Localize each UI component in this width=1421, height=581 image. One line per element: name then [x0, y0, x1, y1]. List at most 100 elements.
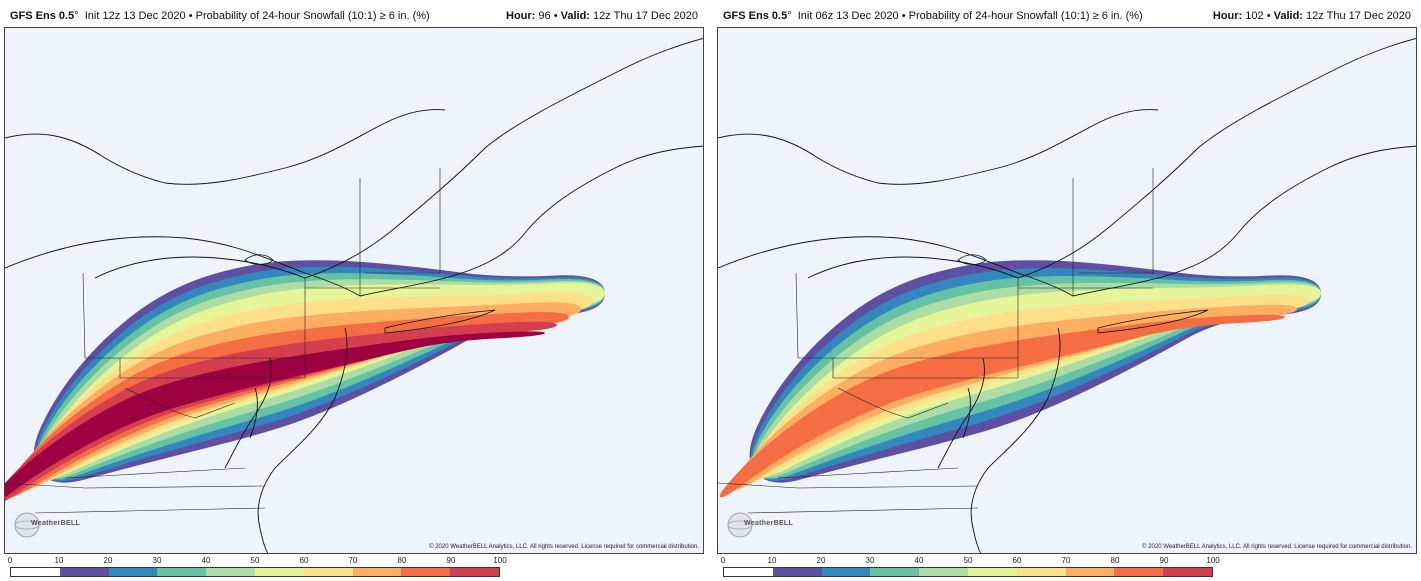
colorbar-tick-label: 70	[348, 556, 358, 565]
state-border	[837, 387, 949, 419]
colorbar-tick-label: 0	[7, 556, 13, 565]
coastline	[807, 256, 1019, 279]
colorbar-tick-label: 40	[201, 556, 211, 565]
product-title: Probability of 24-hour Snowfall (10:1) ≥…	[908, 10, 1143, 22]
colorbar-tick-label: 60	[1012, 556, 1022, 565]
colorbar-ticks: 0 10 20 30 40 50 60 70 80 90 100	[7, 556, 507, 566]
weatherbell-logo: WeatherBELL	[726, 511, 796, 539]
panel-header: GFS Ens 0.5° Init 06z 13 Dec 2020 • Prob…	[723, 10, 1411, 22]
island-outline	[1097, 309, 1209, 334]
state-border	[365, 168, 441, 274]
colorbar-segment	[450, 568, 499, 576]
colorbar-segment	[206, 568, 255, 576]
coastline	[962, 387, 971, 439]
colorbar-tick-label: 20	[103, 556, 113, 565]
coastline	[970, 327, 1061, 553]
snowfall-probability-map: WeatherBELL © 2020 WeatherBELL Analytics…	[717, 27, 1417, 554]
state-border	[64, 467, 246, 479]
colorbar-tick-label: 0	[720, 556, 726, 565]
colorbar-segment	[1163, 568, 1212, 576]
coastline	[249, 387, 258, 439]
colorbar-tick-label: 60	[299, 556, 309, 565]
colorbar-segment	[157, 568, 207, 576]
colorbar-ticks: 0 10 20 30 40 50 60 70 80 90 100	[720, 556, 1220, 566]
colorbar-scale	[10, 567, 500, 577]
coastline	[877, 109, 1159, 185]
state-border	[124, 387, 236, 419]
probability-contour-50	[754, 284, 1322, 476]
product-title: Probability of 24-hour Snowfall (10:1) ≥…	[195, 10, 430, 22]
weatherbell-logo: WeatherBELL	[13, 511, 83, 539]
forecast-hour: 102	[1245, 10, 1264, 22]
island-outline	[244, 254, 274, 265]
colorbar-segment	[11, 568, 60, 576]
coastline	[224, 357, 272, 469]
hour-label: Hour:	[506, 10, 536, 22]
state-border	[795, 272, 1018, 359]
panel-header: GFS Ens 0.5° Init 12z 13 Dec 2020 • Prob…	[10, 10, 698, 22]
coastline	[164, 109, 446, 185]
colorbar-tick-label: 100	[493, 556, 507, 565]
state-border	[82, 272, 305, 359]
valid-time: 12z Thu 17 Dec 2020	[593, 10, 698, 22]
coastline	[718, 133, 879, 184]
colorbar-tick-label: 10	[767, 556, 777, 565]
probability-contour-80	[719, 314, 1286, 498]
colorbar-segment	[1016, 568, 1066, 576]
colorbar-segment	[772, 568, 822, 576]
state-border	[777, 467, 959, 479]
model-name: GFS Ens 0.5	[723, 10, 788, 22]
colorbar-tick-label: 40	[914, 556, 924, 565]
copyright-notice: © 2020 WeatherBELL Analytics, LLC. All r…	[1142, 544, 1412, 550]
colorbar-tick-label: 90	[1159, 556, 1169, 565]
state-border	[34, 507, 266, 514]
hour-label: Hour:	[1212, 10, 1243, 22]
colorbar-segment	[303, 568, 353, 576]
state-border	[747, 507, 979, 514]
probability-contour-100	[5, 331, 546, 498]
state-border	[832, 358, 1018, 379]
colorbar-tick-label: 90	[446, 556, 456, 565]
colorbar-scale	[723, 567, 1213, 577]
valid-label: Valid:	[1273, 10, 1303, 22]
valid-label: Valid:	[560, 10, 590, 22]
forecast-hour: 96	[538, 10, 551, 22]
map-panel-right: GFS Ens 0.5° Init 06z 13 Dec 2020 • Prob…	[717, 0, 1417, 581]
map-graphic	[5, 28, 703, 553]
valid-time: 12z Thu 17 Dec 2020	[1306, 10, 1411, 22]
state-border	[718, 482, 979, 489]
colorbar-segment	[919, 568, 968, 576]
coastline	[94, 256, 306, 279]
init-time: Init 12z 13 Dec 2020	[84, 10, 186, 22]
probability-contour-60	[26, 292, 594, 484]
colorbar: 0 10 20 30 40 50 60 70 80 90 100	[720, 556, 1220, 581]
island-outline	[957, 254, 987, 265]
colorbar-segment	[724, 568, 773, 576]
probability-contour-50	[37, 282, 606, 477]
colorbar-tick-label: 80	[1110, 556, 1120, 565]
coastline	[718, 236, 1074, 297]
colorbar: 0 10 20 30 40 50 60 70 80 90 100	[7, 556, 507, 581]
colorbar-segment	[1065, 568, 1115, 576]
copyright-notice: © 2020 WeatherBELL Analytics, LLC. All r…	[429, 544, 699, 550]
colorbar-tick-label: 80	[397, 556, 407, 565]
colorbar-tick-label: 50	[963, 556, 973, 565]
coastline	[937, 357, 985, 469]
colorbar-segment	[967, 568, 1017, 576]
colorbar-tick-label: 100	[1206, 556, 1220, 565]
colorbar-segment	[821, 568, 871, 576]
coastline	[1072, 145, 1416, 297]
colorbar-segment	[59, 568, 109, 576]
init-time: Init 06z 13 Dec 2020	[797, 10, 899, 22]
coastline	[257, 327, 348, 553]
snowfall-probability-map: WeatherBELL © 2020 WeatherBELL Analytics…	[4, 27, 704, 554]
colorbar-tick-label: 10	[54, 556, 64, 565]
colorbar-tick-label: 20	[816, 556, 826, 565]
colorbar-segment	[1114, 568, 1164, 576]
colorbar-segment	[870, 568, 920, 576]
colorbar-segment	[352, 568, 402, 576]
colorbar-tick-label: 50	[250, 556, 260, 565]
state-border	[119, 358, 305, 379]
state-border	[5, 482, 266, 489]
coastline	[359, 145, 703, 297]
